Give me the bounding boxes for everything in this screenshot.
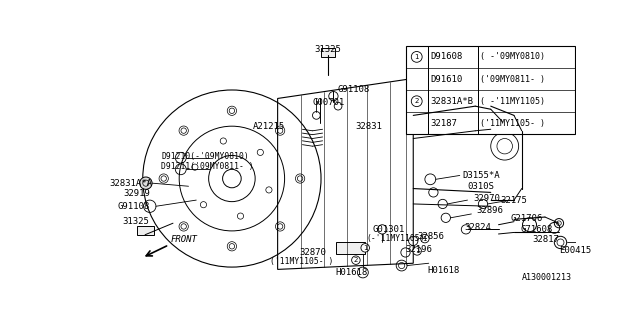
Text: 0310S: 0310S (467, 182, 494, 191)
Circle shape (412, 96, 422, 107)
Text: 32817: 32817 (532, 235, 559, 244)
Text: 32970: 32970 (474, 194, 500, 203)
Text: G71608: G71608 (520, 225, 552, 234)
FancyBboxPatch shape (136, 226, 154, 235)
Circle shape (420, 234, 429, 243)
Text: D91608: D91608 (430, 52, 462, 61)
Text: 2: 2 (354, 257, 358, 263)
Text: G91108: G91108 (337, 84, 369, 93)
Text: 31325: 31325 (315, 45, 341, 54)
Circle shape (412, 52, 422, 62)
Text: ( -'09MY0810): ( -'09MY0810) (480, 52, 545, 61)
Text: 32919: 32919 (124, 189, 150, 198)
Text: 32831A*B: 32831A*B (430, 97, 473, 106)
Text: 1: 1 (415, 248, 419, 254)
Text: G21706: G21706 (511, 214, 543, 223)
Text: H01618: H01618 (428, 266, 460, 275)
Text: A21215: A21215 (253, 123, 285, 132)
Text: D91210(-'09MY0810): D91210(-'09MY0810) (161, 152, 249, 161)
Text: ( -'11MY1105): ( -'11MY1105) (480, 97, 545, 106)
Text: H01618: H01618 (335, 268, 367, 277)
Text: 32187: 32187 (430, 119, 457, 128)
Text: G01301: G01301 (373, 225, 405, 234)
Text: 1: 1 (422, 236, 427, 242)
Text: 32831A*A: 32831A*A (109, 179, 152, 188)
Circle shape (361, 244, 369, 252)
Text: 32175: 32175 (500, 196, 527, 205)
Text: 2: 2 (415, 98, 419, 104)
Text: G91108: G91108 (117, 202, 150, 211)
Text: 32896: 32896 (477, 206, 504, 215)
Text: ('11MY1105- ): ('11MY1105- ) (480, 119, 545, 128)
Text: A130001213: A130001213 (522, 273, 572, 282)
Text: FRONT: FRONT (171, 235, 198, 244)
Text: 32824: 32824 (465, 223, 492, 232)
Text: 1: 1 (415, 54, 419, 60)
Circle shape (140, 177, 152, 189)
Text: 32870: 32870 (299, 248, 326, 257)
Text: ('09MY0811- ): ('09MY0811- ) (480, 75, 545, 84)
Text: D91211('09MY0811- ): D91211('09MY0811- ) (161, 162, 254, 171)
Text: (-'11MY1105): (-'11MY1105) (367, 234, 425, 243)
FancyBboxPatch shape (406, 46, 575, 134)
Text: 31325: 31325 (123, 217, 150, 226)
Circle shape (413, 247, 421, 255)
Text: ('11MY1105- ): ('11MY1105- ) (270, 257, 333, 266)
FancyBboxPatch shape (321, 48, 335, 57)
Text: E00415: E00415 (559, 246, 591, 255)
Text: 32831: 32831 (355, 122, 382, 131)
Text: D3155*A: D3155*A (463, 171, 500, 180)
Circle shape (351, 256, 360, 264)
FancyBboxPatch shape (336, 242, 365, 254)
Text: 1: 1 (363, 245, 367, 251)
Text: 32196: 32196 (406, 245, 433, 254)
Text: D91610: D91610 (430, 75, 462, 84)
Text: 32856: 32856 (417, 232, 444, 241)
Text: G00701: G00701 (312, 99, 345, 108)
